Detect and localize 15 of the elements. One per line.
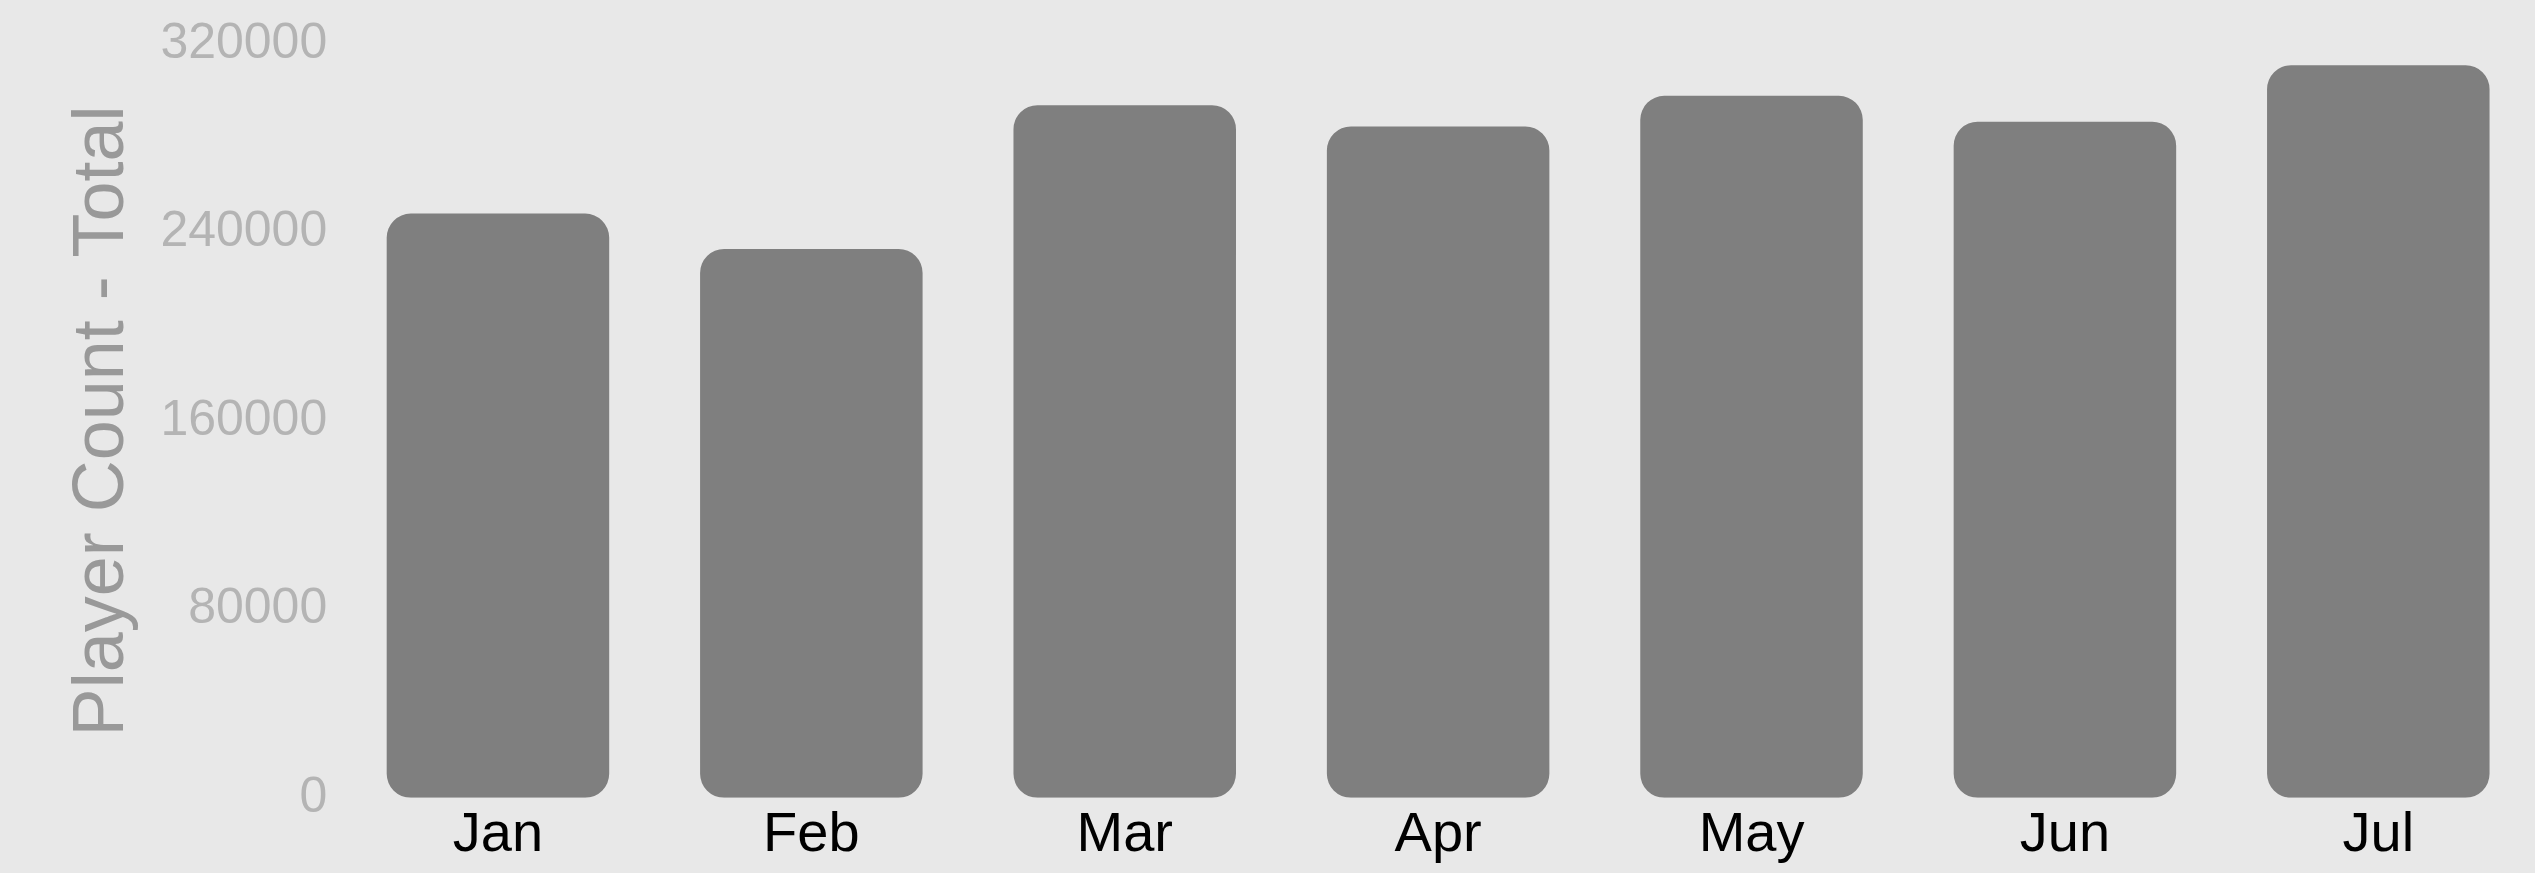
bar (386, 213, 610, 798)
x-tick-label: Jun (2019, 799, 2111, 863)
x-tick-label: May (1698, 799, 1805, 863)
bar (1953, 121, 2177, 798)
x-tick-label: Feb (763, 799, 860, 863)
bar (1640, 95, 1863, 798)
bar (2267, 65, 2490, 798)
x-tick-label: Jan (452, 799, 544, 863)
x-tick-label: Apr (1394, 799, 1482, 863)
x-tick-label: Mar (1076, 799, 1173, 863)
x-tick-label: Jul (2342, 799, 2415, 863)
y-axis-title: Player Count - Total (58, 105, 139, 737)
bar (1326, 126, 1550, 798)
bar (1013, 105, 1236, 798)
bar (700, 248, 923, 798)
